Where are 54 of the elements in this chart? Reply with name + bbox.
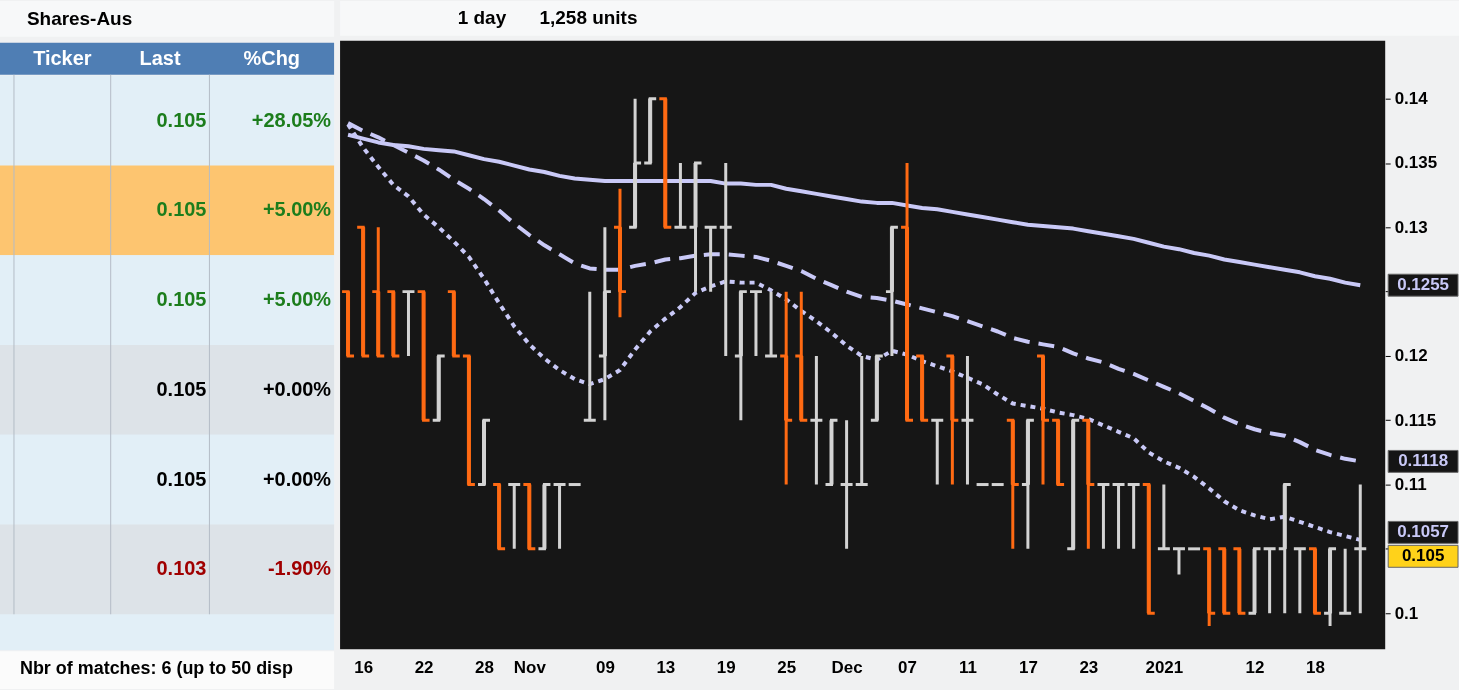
x-tick-label: 22 [414,657,434,677]
text: 0.103 [156,557,207,580]
text: 0.105 [1401,546,1445,566]
category-label: Last [139,46,181,69]
x-tick-label: 18 [1306,657,1325,677]
y-tick-label: 0.12 [1394,346,1428,366]
x-tick-label: 19 [716,657,736,677]
category-label: %Chg [243,46,300,69]
text: 0.105 [156,288,207,311]
x-tick-label: 09 [595,657,615,677]
x-tick-label: 16 [354,657,374,677]
x-tick-label: 07 [898,657,917,677]
text: 1 day [457,7,507,29]
x-tick-label: 25 [777,657,797,677]
text: 0.105 [156,467,207,490]
x-tick-label: 12 [1245,657,1265,677]
x-tick-label: 2021 [1145,657,1184,677]
y-tick-label: 0.1 [1394,603,1419,623]
text: -1.90% [267,557,332,580]
text: +5.00% [262,288,332,311]
candlestick [778,290,794,487]
text: 1,258 units [539,7,638,29]
y-tick-label: 0.13 [1394,217,1428,237]
text: +5.00% [262,198,332,221]
x-tick-label: Nov [513,657,547,677]
x-tick-label: 13 [656,657,676,677]
x-tick-label: 17 [1018,657,1038,677]
text: Shares-Aus [26,7,133,29]
text: 0.105 [156,377,207,400]
text: 0.1057 [1397,522,1449,542]
text: +28.05% [251,108,332,131]
candlestick [839,418,855,551]
candlestick [612,187,628,319]
text: +0.00% [262,377,332,400]
text: 0.105 [156,198,207,221]
y-tick-label: 0.11 [1394,475,1427,495]
candlestick [1352,483,1368,615]
text: Nbr of matches: 6 (up to 50 disp [19,658,294,679]
candlestick [718,161,734,358]
candlestick [597,225,613,422]
x-tick-label: Dec [831,657,863,677]
text: 0.1255 [1397,275,1449,295]
text: +0.00% [262,467,332,490]
y-tick-label: 0.115 [1394,410,1437,430]
text: 0.105 [156,108,207,131]
x-tick-label: 23 [1079,657,1099,677]
x-tick-label: 28 [475,657,494,677]
candlestick [959,354,975,487]
category-label: Ticker [33,46,92,69]
text: 0.1118 [1398,451,1449,471]
y-tick-label: 0.135 [1394,153,1438,173]
y-tick-label: 0.14 [1394,89,1429,109]
candlestick [808,354,824,487]
x-tick-label: 11 [959,657,977,677]
